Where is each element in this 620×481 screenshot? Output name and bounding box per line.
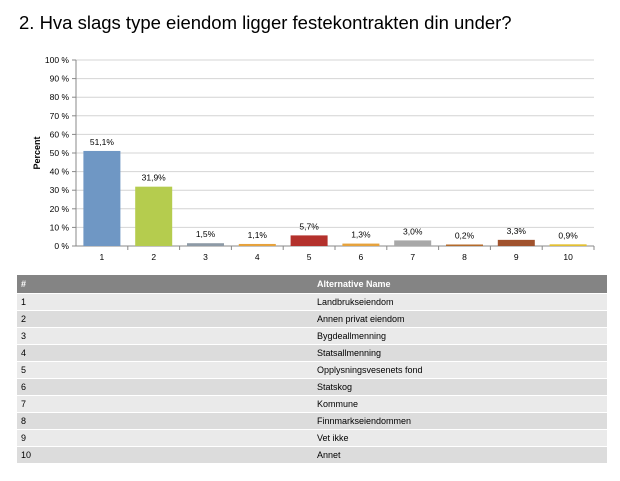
table-row: 3 Bygdeallmenning [17,328,607,345]
table-row: 10 Annet [17,447,607,464]
row-number-cell: 2 [17,311,313,328]
x-tick-label: 9 [514,252,519,262]
row-number-cell: 7 [17,396,313,413]
column-header-number: # [17,275,313,294]
bar-7 [394,240,432,246]
y-tick-label: 70 % [50,111,70,121]
table-row: 1 Landbrukseiendom [17,294,607,311]
x-tick-label: 10 [563,252,573,262]
bar-value-label: 1,1% [248,230,268,240]
table-row: 4 Statsallmenning [17,345,607,362]
bar-value-label: 3,0% [403,226,423,236]
bar-value-label: 0,2% [455,231,475,241]
bar-value-label: 31,9% [142,173,167,183]
alternative-name-cell: Bygdeallmenning [313,328,607,345]
table-row: 5 Opplysningsvesenets fond [17,362,607,379]
row-number-cell: 1 [17,294,313,311]
y-tick-label: 100 % [45,55,70,65]
row-number-cell: 10 [17,447,313,464]
y-tick-label: 0 % [54,241,69,251]
alternative-name-cell: Finnmarkseiendommen [313,413,607,430]
x-tick-label: 1 [100,252,105,262]
x-tick-label: 8 [462,252,467,262]
column-header-name: Alternative Name [313,275,607,294]
y-tick-label: 30 % [50,185,70,195]
alternative-name-cell: Statsallmenning [313,345,607,362]
bar-value-label: 1,3% [351,230,371,240]
bar-value-label: 1,5% [196,229,216,239]
bar-8 [446,244,483,246]
bar-10 [549,244,587,246]
x-tick-label: 5 [307,252,312,262]
y-tick-label: 40 % [50,167,70,177]
row-number-cell: 3 [17,328,313,345]
alternative-name-cell: Annen privat eiendom [313,311,607,328]
x-tick-label: 7 [410,252,415,262]
x-tick-label: 6 [359,252,364,262]
row-number-cell: 4 [17,345,313,362]
alternative-name-cell: Kommune [313,396,607,413]
row-number-cell: 9 [17,430,313,447]
bar-value-label: 5,7% [299,221,319,231]
bar-9 [497,239,535,246]
bar-5 [290,235,328,246]
alternative-name-cell: Annet [313,447,607,464]
table-row: 6 Statskog [17,379,607,396]
y-tick-label: 50 % [50,148,70,158]
alternative-name-cell: Landbrukseiendom [313,294,607,311]
bar-1 [83,150,121,246]
row-number-cell: 5 [17,362,313,379]
table-row: 7 Kommune [17,396,607,413]
y-tick-label: 60 % [50,129,70,139]
alternatives-table: # Alternative Name 1 Landbrukseiendom 2 Ann… [17,275,607,464]
x-tick-label: 3 [203,252,208,262]
bar-value-label: 51,1% [90,137,115,147]
row-number-cell: 8 [17,413,313,430]
bar-value-label: 3,3% [507,226,527,236]
table-row: 9 Vet ikke [17,430,607,447]
table-row: 8 Finnmarkseiendommen [17,413,607,430]
alternative-name-cell: Opplysningsvesenets fond [313,362,607,379]
y-tick-label: 80 % [50,92,70,102]
bar-2 [135,186,173,246]
y-tick-label: 20 % [50,204,70,214]
alternative-name-cell: Vet ikke [313,430,607,447]
x-tick-label: 2 [151,252,156,262]
bar-4 [238,243,276,246]
x-tick-label: 4 [255,252,260,262]
table-header-row: # Alternative Name [17,275,607,294]
bar-chart: 0 % 10 % 20 % 30 % 40 % 50 % 60 % 70 % 80 % 90 % 1… [32,55,595,262]
y-tick-label: 90 % [50,74,70,84]
row-number-cell: 6 [17,379,313,396]
y-tick-label: 10 % [50,222,70,232]
y-axis-label: Percent [32,136,42,169]
bar-value-label: 0,9% [558,230,578,240]
bar-6 [342,243,380,246]
table-row: 2 Annen privat eiendom [17,311,607,328]
page-title: 2. Hva slags type eiendom ligger festeko… [19,12,512,33]
bar-3 [187,243,224,246]
alternative-name-cell: Statskog [313,379,607,396]
